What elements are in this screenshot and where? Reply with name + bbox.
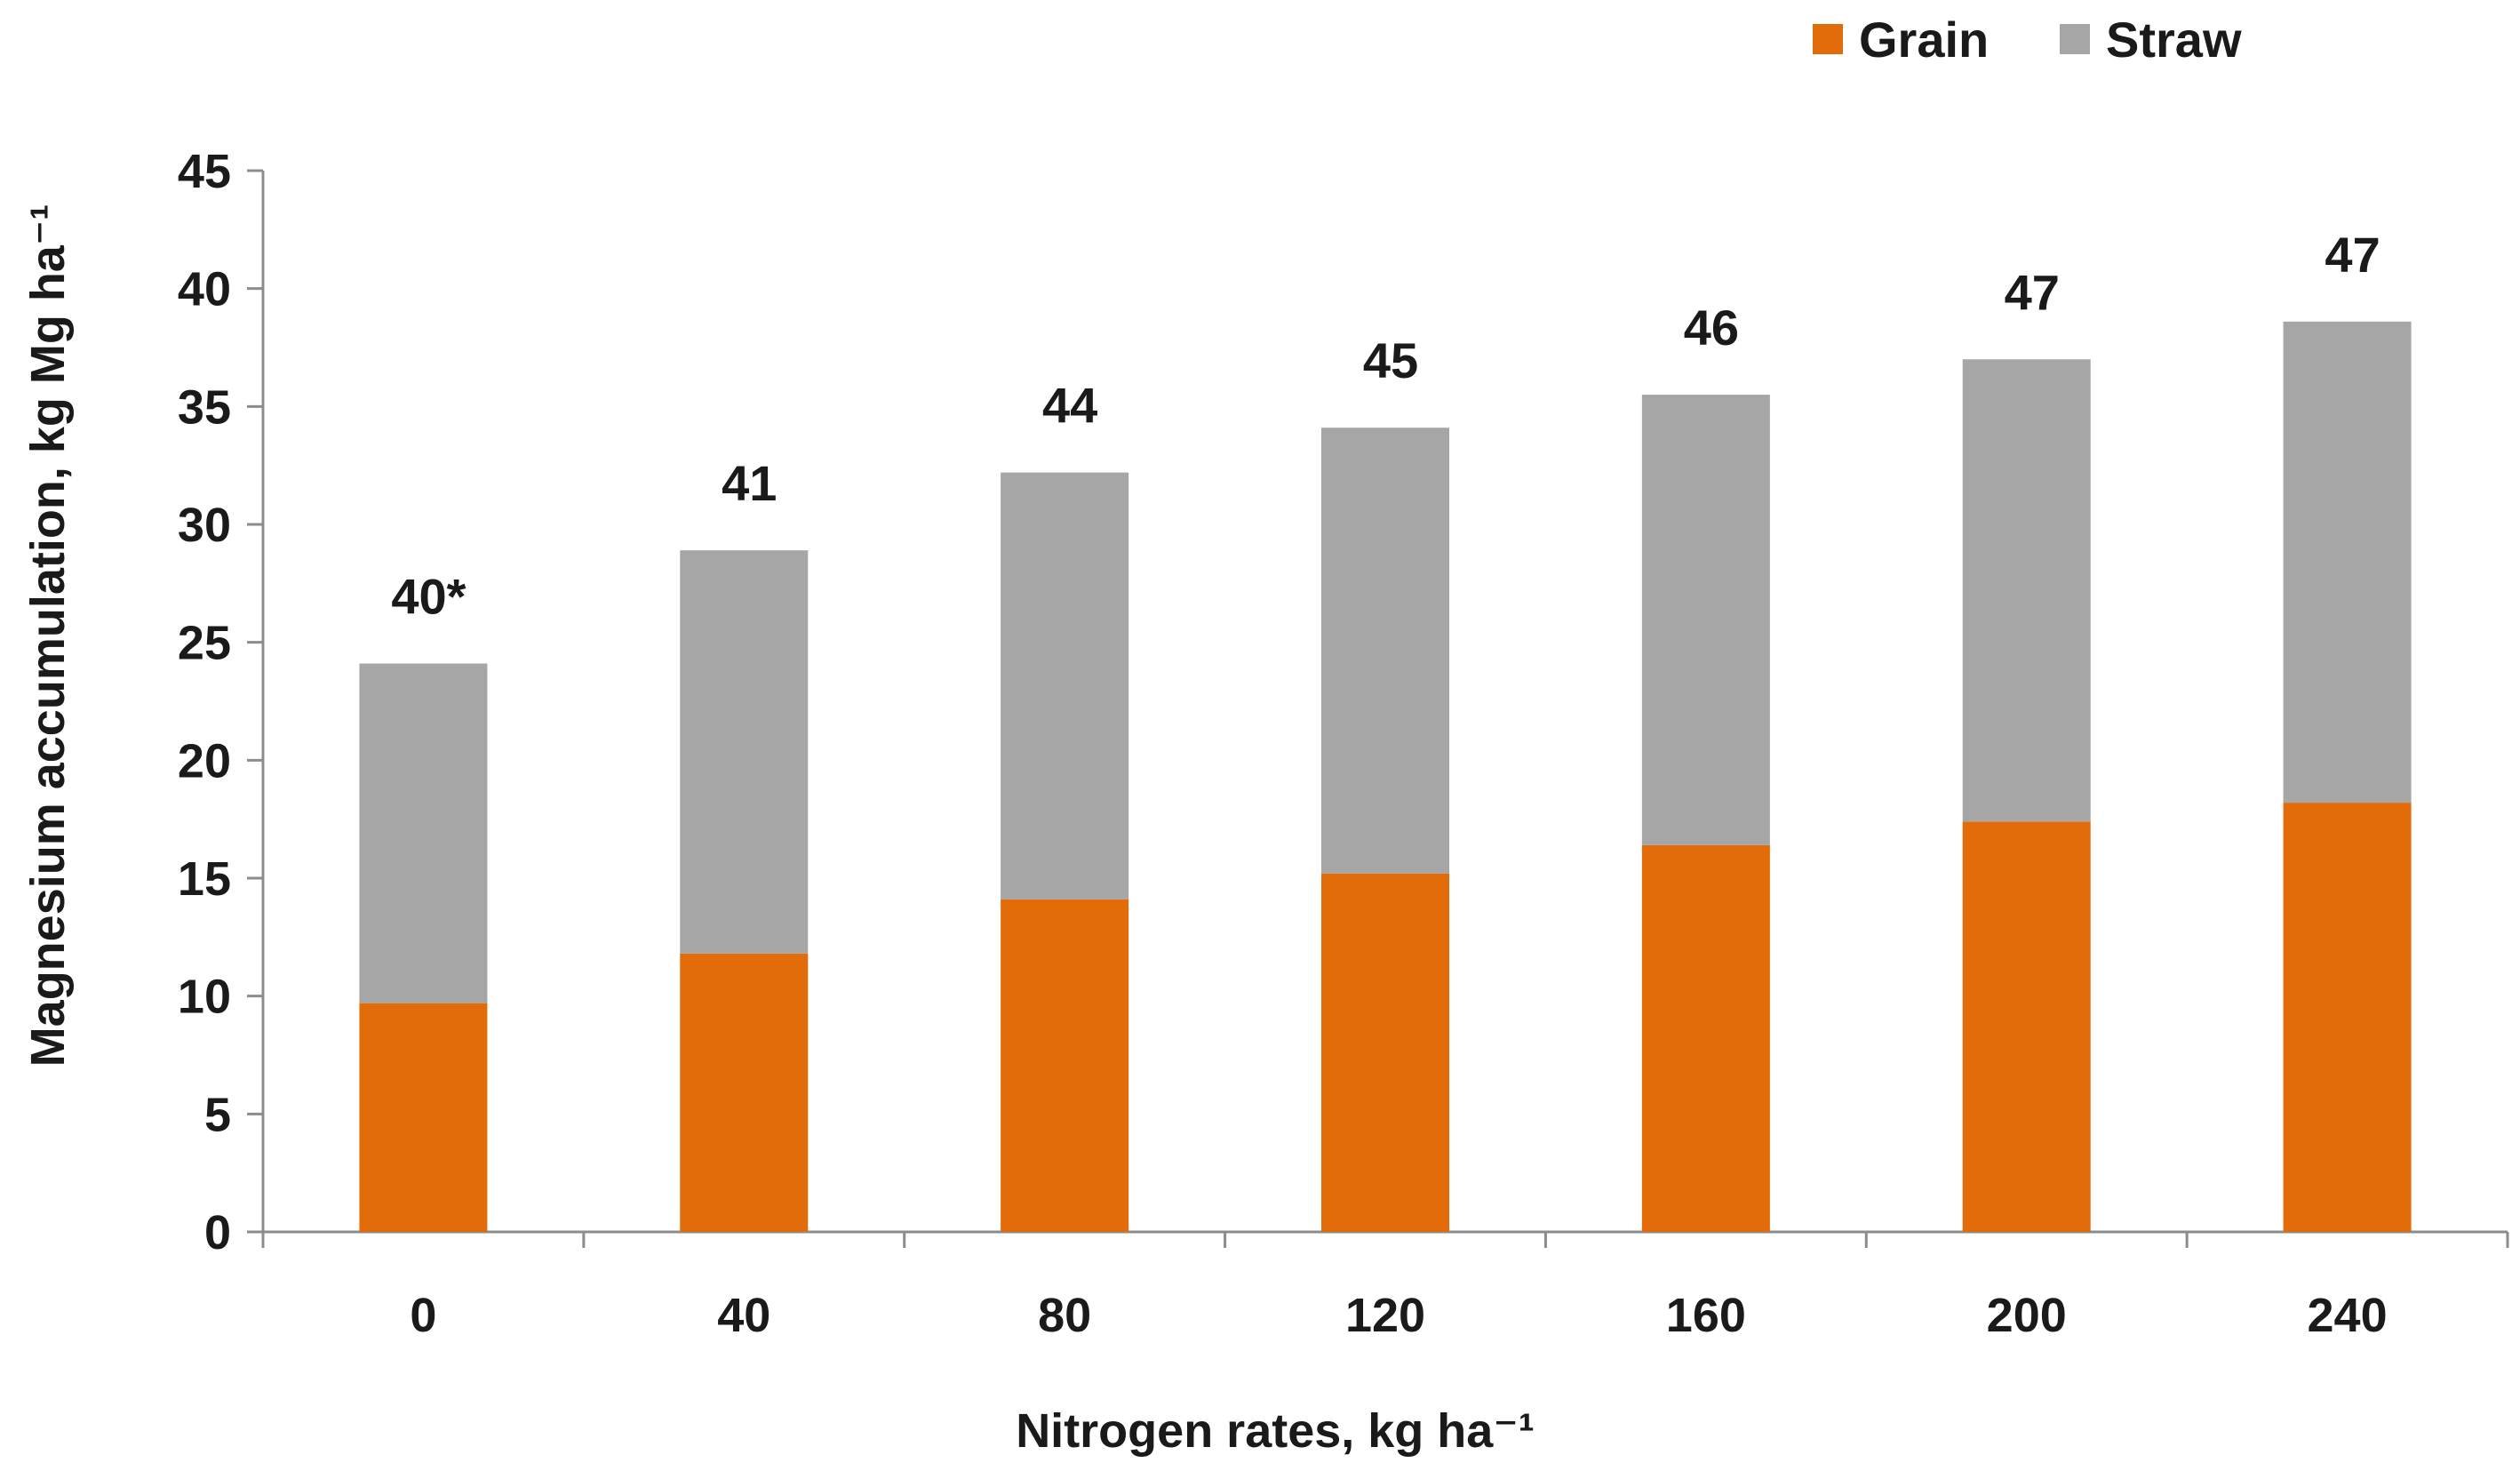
bar-grain-160 — [1641, 844, 1770, 1232]
data-label: 45 — [1363, 332, 1418, 388]
bar-straw-120 — [1321, 428, 1449, 874]
y-tick-label: 35 — [178, 380, 231, 434]
bar-grain-240 — [2283, 803, 2412, 1232]
x-axis-title: Nitrogen rates, kg ha⁻¹ — [1016, 1404, 1535, 1458]
x-tick-label: 40 — [717, 1289, 770, 1342]
x-tick-label: 120 — [1345, 1289, 1425, 1342]
data-label: 47 — [2005, 264, 2060, 320]
data-label: 40* — [391, 569, 466, 625]
legend: Grain Straw — [1813, 12, 2242, 68]
data-labels: 40* 41 44 45 46 47 47 — [391, 227, 2380, 625]
x-tick-label: 160 — [1666, 1289, 1746, 1342]
bar-straw-80 — [1001, 472, 1129, 899]
bar-straw-160 — [1641, 395, 1770, 845]
y-tick-label: 20 — [178, 734, 231, 787]
y-tick-label: 45 — [178, 145, 231, 198]
y-axis-title: Magnesium accumulation, kg Mg ha⁻¹ — [21, 204, 75, 1067]
y-axis: 0 5 10 15 20 25 30 35 40 45 — [178, 145, 265, 1259]
legend-swatch-straw — [2060, 24, 2090, 54]
y-tick-label: 15 — [178, 852, 231, 906]
y-tick-label: 5 — [204, 1088, 231, 1141]
legend-label-straw: Straw — [2106, 12, 2242, 68]
data-label: 46 — [1684, 300, 1739, 356]
bars — [359, 321, 2412, 1232]
bar-straw-40 — [680, 550, 809, 954]
bar-grain-80 — [1001, 899, 1129, 1232]
x-tick-label: 200 — [1987, 1289, 2067, 1342]
data-label: 41 — [722, 455, 777, 511]
legend-swatch-grain — [1813, 24, 1843, 54]
y-tick-label: 30 — [178, 499, 231, 552]
x-tick-label: 240 — [2308, 1289, 2388, 1342]
bar-straw-0 — [359, 663, 488, 1003]
y-tick-label: 40 — [178, 263, 231, 316]
x-tick-label: 0 — [410, 1289, 436, 1342]
bar-grain-40 — [680, 953, 809, 1232]
x-tick-label: 80 — [1038, 1289, 1091, 1342]
x-axis: 0 40 80 120 160 200 240 — [261, 1230, 2509, 1342]
y-tick-label: 0 — [204, 1206, 231, 1259]
bar-grain-200 — [1962, 821, 2091, 1232]
y-tick-label: 25 — [178, 617, 231, 670]
data-label: 47 — [2325, 227, 2380, 283]
y-tick-label: 10 — [178, 971, 231, 1024]
bar-grain-0 — [359, 1003, 488, 1232]
bar-straw-240 — [2283, 321, 2412, 803]
legend-label-grain: Grain — [1859, 12, 1989, 68]
data-label: 44 — [1042, 378, 1097, 434]
bar-straw-200 — [1962, 359, 2091, 822]
bar-grain-120 — [1321, 873, 1449, 1232]
